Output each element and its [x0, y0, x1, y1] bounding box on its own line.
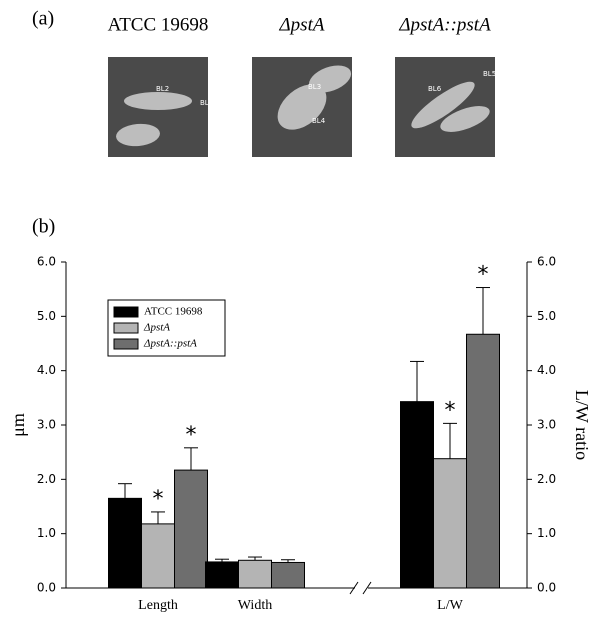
measure-label: BL1 — [200, 99, 213, 107]
cell — [308, 65, 352, 93]
measure-label: BL6 — [428, 85, 442, 93]
measure-label: BL5 — [483, 70, 496, 78]
x-tick-label: Length — [138, 598, 178, 613]
y-axis-label: μm — [8, 413, 28, 437]
cell — [124, 92, 192, 110]
y2-axis-label: L/W ratio — [572, 390, 592, 460]
legend-label: ΔpstA — [143, 322, 170, 334]
axis-break — [362, 581, 372, 595]
y-tick-label: 4.0 — [37, 363, 56, 377]
x-tick-label: Width — [238, 598, 272, 613]
bar — [433, 458, 467, 589]
significance-mark: * — [478, 263, 489, 288]
cell — [411, 81, 475, 129]
y2-tick-label: 3.0 — [537, 418, 556, 432]
cell — [440, 106, 490, 132]
y2-tick-label: 0.0 — [537, 581, 556, 595]
measure-label: BL2 — [156, 85, 169, 93]
legend-swatch — [113, 306, 139, 318]
x-tick-label: L/W — [437, 598, 463, 613]
bar — [174, 469, 208, 589]
y2-tick-label: 4.0 — [537, 363, 556, 377]
measure-label: BL4 — [312, 117, 326, 125]
cell — [277, 84, 327, 130]
image-title: ATCC 19698 — [108, 14, 209, 35]
bar — [238, 559, 272, 589]
bar — [400, 401, 434, 589]
legend-label: ATCC 19698 — [144, 306, 203, 318]
y-tick-label: 6.0 — [37, 255, 56, 269]
legend-swatch — [113, 322, 139, 334]
y2-tick-label: 2.0 — [537, 472, 556, 486]
cell — [116, 123, 160, 147]
y-tick-label: 0.0 — [37, 581, 56, 595]
y2-tick-label: 5.0 — [537, 309, 556, 323]
significance-mark: * — [153, 487, 164, 512]
y-tick-label: 3.0 — [37, 418, 56, 432]
bar — [205, 561, 239, 589]
y-tick-label: 5.0 — [37, 309, 56, 323]
bar — [141, 523, 175, 589]
panel-label: (a) — [32, 8, 54, 30]
bar — [271, 561, 305, 589]
y2-tick-label: 1.0 — [537, 526, 556, 540]
y2-tick-label: 6.0 — [537, 255, 556, 269]
significance-mark: * — [186, 423, 197, 448]
panel-label: (b) — [32, 216, 55, 238]
y-tick-label: 2.0 — [37, 472, 56, 486]
bar — [108, 497, 142, 589]
measure-label: BL3 — [308, 83, 321, 91]
axis-break — [349, 581, 359, 595]
legend-swatch — [113, 338, 139, 350]
bar — [466, 333, 500, 589]
y-tick-label: 1.0 — [37, 526, 56, 540]
legend-label: ΔpstA::pstA — [143, 338, 197, 350]
image-title: ΔpstA::pstA — [398, 14, 491, 35]
significance-mark: * — [445, 398, 456, 423]
image-title: ΔpstA — [279, 14, 325, 35]
